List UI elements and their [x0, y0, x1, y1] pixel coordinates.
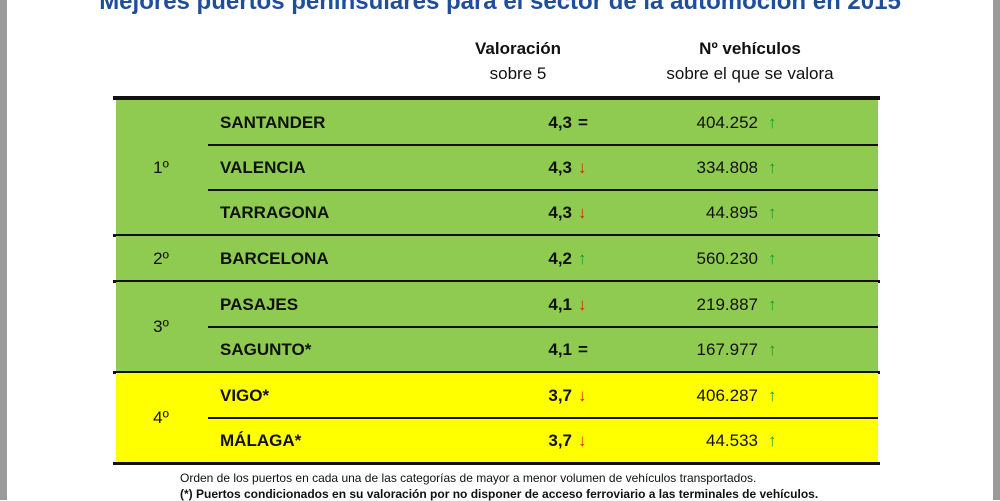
equal-icon: = — [578, 113, 588, 132]
table-top-border — [113, 96, 880, 100]
table-row: BARCELONA 4,2 ↑ 560.230 ↑ — [208, 236, 878, 281]
vehicles-value: 560.230 — [696, 249, 758, 268]
arrow-up-icon: ↑ — [768, 203, 777, 222]
arrow-up-icon: ↑ — [578, 249, 587, 268]
rating-value: 4,3 — [548, 158, 572, 177]
port-name: MÁLAGA* — [220, 431, 302, 450]
port-name: TARRAGONA — [220, 203, 330, 222]
vehicles-value: 404.252 — [696, 113, 758, 132]
vehicles-header-title: Nº vehículos — [699, 39, 801, 58]
arrow-up-icon: ↑ — [768, 113, 777, 132]
equal-icon: = — [578, 340, 588, 359]
rank-group: 4º VIGO* 3,7 ↓ 406.287 ↑ MÁLAGA* 3,7 ↓ 44.533 ↑ — [116, 373, 878, 463]
rating-header-title: Valoración — [475, 39, 561, 58]
vehicles-value: 44.533 — [706, 431, 758, 450]
note-order: Orden de los puertos en cada una de las … — [180, 471, 757, 485]
vehicles-value: 334.808 — [696, 158, 758, 177]
group-divider — [113, 462, 880, 465]
page-title: Mejores puertos peninsulares para el sec… — [99, 0, 901, 15]
arrow-down-icon: ↓ — [578, 203, 587, 222]
rating-header-subtitle: sobre 5 — [489, 64, 547, 83]
table-row: SANTANDER 4,3 = 404.252 ↑ — [208, 100, 878, 145]
row-divider — [208, 189, 878, 191]
rank-group: 3º PASAJES 4,1 ↓ 219.887 ↑ SAGUNTO* 4,1 = 167.977… — [116, 282, 878, 372]
port-name: VALENCIA — [220, 158, 306, 177]
arrow-down-icon: ↓ — [578, 431, 587, 450]
note-asterisk: (*) Puertos condicionados en su valoraci… — [180, 487, 819, 501]
group-divider — [113, 280, 880, 283]
table-row: PASAJES 4,1 ↓ 219.887 ↑ — [208, 282, 878, 327]
left-border — [0, 0, 7, 500]
group-divider — [113, 234, 880, 237]
arrow-up-icon: ↑ — [768, 386, 777, 405]
port-name: SAGUNTO* — [220, 340, 312, 359]
rank-label: 3º — [153, 317, 169, 336]
vehicles-value: 219.887 — [696, 295, 758, 314]
table-row: VALENCIA 4,3 ↓ 334.808 ↑ — [208, 145, 878, 190]
right-border — [993, 0, 1000, 500]
rank-group: 2º BARCELONA 4,2 ↑ 560.230 ↑ — [116, 236, 878, 281]
rating-value: 4,1 — [548, 295, 572, 314]
vehicles-value: 44.895 — [706, 203, 758, 222]
rank-label: 1º — [153, 157, 169, 177]
vehicles-column-header: Nº vehículos sobre el que se valora — [630, 36, 870, 86]
rank-group: 1º SANTANDER 4,3 = 404.252 ↑ VALENCIA 4,3 ↓ 334.8… — [116, 100, 878, 235]
rating-column-header: Valoración sobre 5 — [448, 36, 588, 86]
rating-value: 4,1 — [548, 340, 572, 359]
port-name: PASAJES — [220, 295, 299, 314]
row-divider — [208, 144, 878, 146]
group-divider — [113, 371, 880, 374]
table-row: VIGO* 3,7 ↓ 406.287 ↑ — [208, 373, 878, 418]
table-row: SAGUNTO* 4,1 = 167.977 ↑ — [208, 327, 878, 372]
vehicles-header-subtitle: sobre el que se valora — [666, 64, 834, 83]
arrow-up-icon: ↑ — [768, 431, 777, 450]
arrow-down-icon: ↓ — [578, 158, 587, 177]
rating-value: 4,2 — [548, 249, 572, 268]
rating-value: 3,7 — [548, 386, 572, 405]
arrow-up-icon: ↑ — [768, 340, 777, 359]
rank-label: 2º — [153, 248, 169, 268]
arrow-down-icon: ↓ — [578, 386, 587, 405]
arrow-up-icon: ↑ — [768, 249, 777, 268]
port-name: BARCELONA — [220, 249, 329, 268]
vehicles-value: 406.287 — [696, 386, 758, 405]
arrow-up-icon: ↑ — [768, 158, 777, 177]
port-name: SANTANDER — [220, 113, 326, 132]
rank-label: 4º — [153, 408, 169, 427]
arrow-up-icon: ↑ — [768, 295, 777, 314]
arrow-down-icon: ↓ — [578, 295, 587, 314]
rating-value: 4,3 — [548, 203, 572, 222]
table-row: MÁLAGA* 3,7 ↓ 44.533 ↑ — [208, 418, 878, 463]
port-name: VIGO* — [220, 386, 270, 405]
vehicles-value: 167.977 — [696, 340, 758, 359]
table-row: TARRAGONA 4,3 ↓ 44.895 ↑ — [208, 190, 878, 235]
rating-value: 3,7 — [548, 431, 572, 450]
rating-value: 4,3 — [548, 113, 572, 132]
row-divider — [208, 417, 878, 419]
row-divider — [208, 326, 878, 328]
